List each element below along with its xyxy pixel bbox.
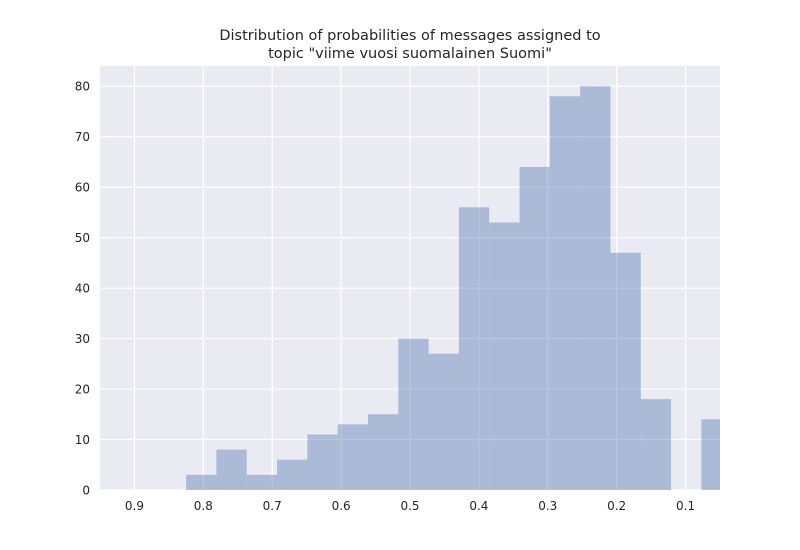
x-tick-label: 0.5 (400, 499, 419, 513)
x-tick-label: 0.9 (125, 499, 144, 513)
y-tick-label: 20 (75, 383, 90, 397)
y-tick-label: 60 (75, 181, 90, 195)
chart-title-line-2: topic "viime vuosi suomalainen Suomi" (268, 46, 552, 62)
y-tick-label: 30 (75, 332, 90, 346)
y-tick-label: 80 (75, 80, 90, 94)
y-tick-label: 0 (82, 484, 90, 498)
histogram-bar (701, 419, 720, 490)
histogram-bar (367, 414, 399, 490)
histogram-bar (216, 449, 247, 490)
chart-title-line-1: Distribution of probabilities of message… (219, 28, 600, 44)
histogram-bar (549, 96, 581, 491)
x-tick-label: 0.7 (263, 499, 282, 513)
histogram-bar (277, 459, 308, 490)
histogram-bar (580, 86, 611, 490)
histogram-bar (398, 338, 429, 490)
histogram-bar (307, 434, 338, 490)
grid-lines (100, 66, 720, 491)
histogram-bar (428, 353, 459, 490)
x-tick-label: 0.3 (538, 499, 557, 513)
x-tick-label: 0.6 (332, 499, 351, 513)
x-tick-label: 0.1 (676, 499, 695, 513)
histogram-bar (186, 474, 217, 490)
histogram-bar (246, 474, 278, 490)
x-tick-label: 0.2 (607, 499, 626, 513)
x-tick-label: 0.4 (469, 499, 488, 513)
x-axis-ticks: 0.9 0.8 0.7 0.6 0.5 0.4 0.3 0.2 0.1 (125, 499, 695, 513)
histogram-bars (186, 86, 720, 491)
histogram-bar (458, 207, 490, 491)
y-tick-label: 10 (75, 433, 90, 447)
y-axis-ticks: 0 10 20 30 40 50 60 70 80 (75, 80, 90, 498)
y-tick-label: 50 (75, 231, 90, 245)
x-tick-label: 0.8 (194, 499, 213, 513)
histogram-bar (489, 222, 520, 490)
histogram-bar (519, 166, 550, 490)
y-tick-label: 40 (75, 282, 90, 296)
y-tick-label: 70 (75, 130, 90, 144)
histogram-bar (337, 424, 368, 490)
histogram-bar (610, 252, 641, 490)
histogram-bar (640, 399, 672, 490)
